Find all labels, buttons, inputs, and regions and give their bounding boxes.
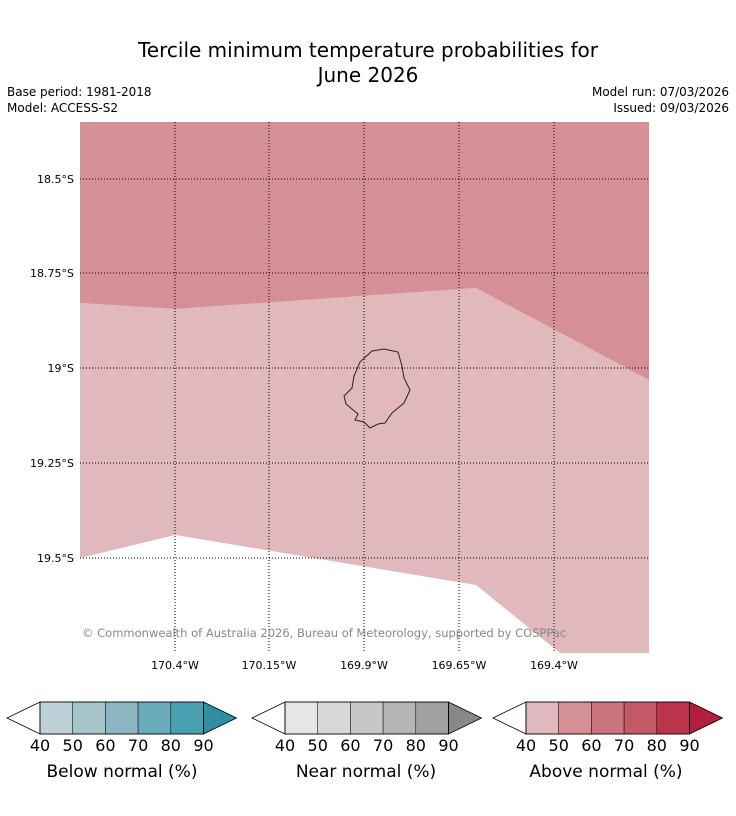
colorbar-below-segment: [137, 701, 172, 735]
lon-label: 169.9°W: [340, 659, 388, 672]
colorbar-label-above: Above normal (%): [529, 762, 683, 782]
lon-label: 170.15°W: [242, 659, 297, 672]
colorbar-above-tick-label: 50: [549, 736, 569, 755]
colorbar-near-tick-label: 60: [340, 736, 360, 755]
gridlines: [80, 122, 649, 653]
colorbar-above-tick-label: 60: [581, 736, 601, 755]
issued-date: Issued: 09/03/2026: [613, 101, 729, 115]
colorbar-near-tick-label: 40: [275, 736, 295, 755]
colorbar-above-segment: [656, 701, 690, 735]
model-run: Model run: 07/03/2026: [591, 85, 729, 99]
model-name: Model: ACCESS-S2: [7, 101, 119, 115]
lat-label: 19.5°S: [37, 552, 74, 565]
colorbar-above-over-triangle: [689, 701, 724, 735]
meta-right: Model run: 07/03/2026 Issued: 09/03/2026: [592, 84, 729, 116]
colorbar-above-under-triangle: [492, 701, 527, 735]
colorbar-above-tick-label: 90: [679, 736, 699, 755]
colorbar-below-tick-label: 60: [95, 736, 115, 755]
colorbar-below-tick-label: 70: [128, 736, 148, 755]
colorbar-below-tick-label: 50: [63, 736, 83, 755]
colorbar-near-segment: [350, 701, 384, 735]
colorbar-label-near: Near normal (%): [295, 762, 437, 782]
meta-left: Base period: 1981-2018 Model: ACCESS-S2: [7, 84, 152, 116]
colorbar-near-under-triangle: [251, 701, 286, 735]
colorbar-above-tick-label: 40: [516, 736, 536, 755]
colorbar-near-tick-label: 90: [438, 736, 458, 755]
colorbar-label-below: Below normal (%): [46, 762, 198, 782]
colorbar-near-tick-label: 70: [373, 736, 393, 755]
map-area: 18.5°S 18.75°S 19°S 19.25°S 19.5°S 170.4…: [30, 122, 649, 672]
colorbar-above-segment: [525, 701, 559, 735]
chart-title: Tercile minimum temperature probabilitie…: [0, 38, 736, 88]
lon-label: 169.65°W: [432, 659, 487, 672]
colorbar-below-tick-label: 90: [193, 736, 213, 755]
colorbar-below-segment: [72, 701, 106, 735]
colorbar-near-tick-label: 50: [308, 736, 328, 755]
colorbar-near-over-triangle: [448, 701, 483, 735]
colorbar-below-under-triangle: [6, 701, 41, 735]
colorbar-below-segment: [39, 701, 73, 735]
colorbar-below-tick-label: 80: [161, 736, 181, 755]
title-line-1: Tercile minimum temperature probabilitie…: [137, 38, 599, 62]
island-outline: [343, 348, 411, 429]
lat-label: 19°S: [48, 362, 74, 375]
colorbar-below-segment: [170, 701, 204, 735]
lat-label: 19.25°S: [30, 457, 74, 470]
colorbar-below-tick-label: 40: [30, 736, 50, 755]
colorbar-near-segment: [317, 701, 351, 735]
colorbar-above-outline: [525, 701, 690, 735]
lon-label: 169.4°W: [530, 659, 578, 672]
colorbar-above-tick-label: 80: [647, 736, 667, 755]
lon-label: 170.4°W: [151, 659, 199, 672]
base-period: Base period: 1981-2018: [7, 85, 152, 99]
colorbar-near-outline: [284, 701, 449, 735]
colorbar-below-outline: [39, 701, 204, 735]
colorbar-above-segment: [623, 701, 658, 735]
colorbar-below-segment: [105, 701, 139, 735]
lat-label: 18.5°S: [37, 173, 74, 186]
colorbar-near-tick-label: 80: [406, 736, 426, 755]
colorbar-near-segment: [415, 701, 449, 735]
colorbar-near-segment: [284, 701, 318, 735]
colorbar-above-segment: [591, 701, 625, 735]
colorbar-above-tick-label: 70: [614, 736, 634, 755]
colorbar-below-over-triangle: [203, 701, 238, 735]
copyright-text: © Commonwealth of Australia 2026, Bureau…: [82, 626, 566, 640]
colorbar-near-segment: [382, 701, 417, 735]
colorbars: 40 50 60 70 80 90 40 50 60 70 80 90 40 50 60 70 80 90: [6, 701, 724, 755]
lat-label: 18.75°S: [30, 267, 74, 280]
title-line-2: June 2026: [317, 63, 419, 87]
colorbar-above-segment: [558, 701, 592, 735]
